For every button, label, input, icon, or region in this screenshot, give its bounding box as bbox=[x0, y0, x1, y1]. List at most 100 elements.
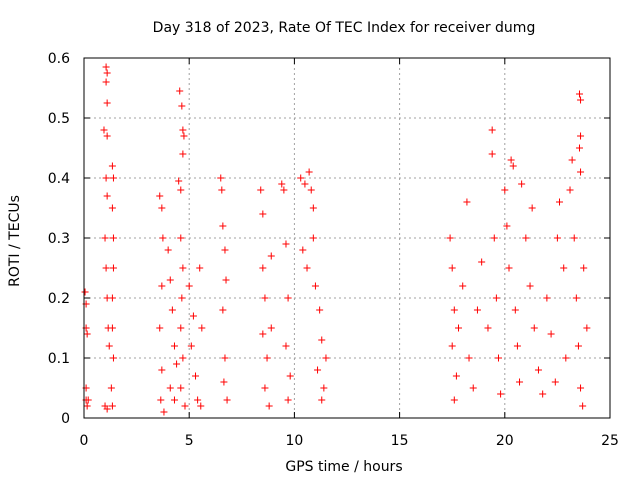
x-tick-label: 20 bbox=[496, 433, 514, 449]
data-point bbox=[101, 234, 109, 242]
data-point bbox=[583, 324, 591, 332]
data-point bbox=[539, 390, 547, 398]
chart-title: Day 318 of 2023, Rate Of TEC Index for r… bbox=[153, 20, 536, 36]
data-point bbox=[494, 354, 502, 362]
data-point bbox=[278, 180, 286, 188]
data-point bbox=[220, 378, 228, 386]
x-tick-label: 15 bbox=[391, 433, 409, 449]
data-point bbox=[187, 342, 195, 350]
data-point bbox=[109, 174, 117, 182]
x-tick-label: 0 bbox=[80, 433, 89, 449]
data-point bbox=[180, 132, 188, 140]
data-point bbox=[83, 402, 91, 410]
data-point bbox=[575, 90, 583, 98]
data-point bbox=[84, 396, 92, 404]
data-point bbox=[547, 330, 555, 338]
data-point bbox=[219, 222, 227, 230]
data-point bbox=[100, 126, 108, 134]
data-point bbox=[511, 306, 519, 314]
data-point bbox=[553, 234, 561, 242]
data-point bbox=[577, 96, 585, 104]
y-tick-label: 0.5 bbox=[48, 111, 70, 127]
data-point bbox=[280, 186, 288, 194]
data-point bbox=[473, 306, 481, 314]
data-point bbox=[267, 324, 275, 332]
data-point bbox=[284, 294, 292, 302]
data-point bbox=[488, 150, 496, 158]
data-point bbox=[450, 306, 458, 314]
data-point bbox=[222, 276, 230, 284]
data-point bbox=[505, 264, 513, 272]
data-point bbox=[179, 264, 187, 272]
data-point bbox=[177, 186, 185, 194]
data-point bbox=[572, 294, 580, 302]
x-axis-label: GPS time / hours bbox=[285, 459, 402, 475]
data-point bbox=[261, 294, 269, 302]
data-point bbox=[452, 372, 460, 380]
data-point bbox=[318, 336, 326, 344]
data-point bbox=[459, 282, 467, 290]
data-point bbox=[102, 78, 110, 86]
data-point bbox=[156, 324, 164, 332]
data-point bbox=[223, 396, 231, 404]
data-point bbox=[166, 384, 174, 392]
data-point bbox=[179, 126, 187, 134]
data-point bbox=[166, 276, 174, 284]
data-point bbox=[177, 384, 185, 392]
data-point bbox=[551, 378, 559, 386]
data-point bbox=[176, 87, 184, 95]
data-point bbox=[560, 264, 568, 272]
data-point bbox=[109, 234, 117, 242]
data-point bbox=[175, 177, 183, 185]
data-point bbox=[218, 186, 226, 194]
data-point bbox=[577, 168, 585, 176]
data-point bbox=[580, 264, 588, 272]
data-point bbox=[577, 132, 585, 140]
data-point bbox=[465, 354, 473, 362]
data-point bbox=[158, 282, 166, 290]
data-point bbox=[102, 63, 110, 71]
data-point bbox=[556, 198, 564, 206]
data-point bbox=[185, 282, 193, 290]
data-point bbox=[448, 342, 456, 350]
data-point bbox=[497, 390, 505, 398]
data-point bbox=[301, 180, 309, 188]
data-point bbox=[261, 384, 269, 392]
grid-lines bbox=[84, 58, 610, 418]
data-point bbox=[455, 324, 463, 332]
data-point bbox=[197, 402, 205, 410]
data-point bbox=[516, 378, 524, 386]
data-point bbox=[518, 180, 526, 188]
data-point bbox=[534, 366, 542, 374]
data-point bbox=[103, 192, 111, 200]
plot-frame bbox=[83, 57, 611, 419]
y-tick-label: 0.4 bbox=[48, 171, 70, 187]
data-point bbox=[217, 174, 225, 182]
data-point bbox=[109, 354, 117, 362]
x-tick-label: 10 bbox=[285, 433, 303, 449]
data-point bbox=[196, 264, 204, 272]
data-point bbox=[178, 294, 186, 302]
data-point bbox=[522, 234, 530, 242]
data-point bbox=[513, 342, 521, 350]
data-point bbox=[309, 234, 317, 242]
data-point bbox=[103, 132, 111, 140]
data-point bbox=[105, 342, 113, 350]
y-axis-label: ROTI / TECUs bbox=[7, 195, 23, 287]
data-point bbox=[507, 156, 515, 164]
data-point bbox=[103, 69, 111, 77]
data-point bbox=[109, 264, 117, 272]
data-point bbox=[282, 342, 290, 350]
data-point bbox=[81, 288, 89, 296]
data-point bbox=[263, 354, 271, 362]
data-point bbox=[509, 162, 517, 170]
data-point bbox=[259, 210, 267, 218]
data-point bbox=[530, 324, 538, 332]
data-point bbox=[322, 354, 330, 362]
data-point bbox=[103, 405, 111, 413]
data-point bbox=[568, 156, 576, 164]
data-point bbox=[156, 192, 164, 200]
data-point bbox=[282, 240, 290, 248]
data-point bbox=[108, 294, 116, 302]
